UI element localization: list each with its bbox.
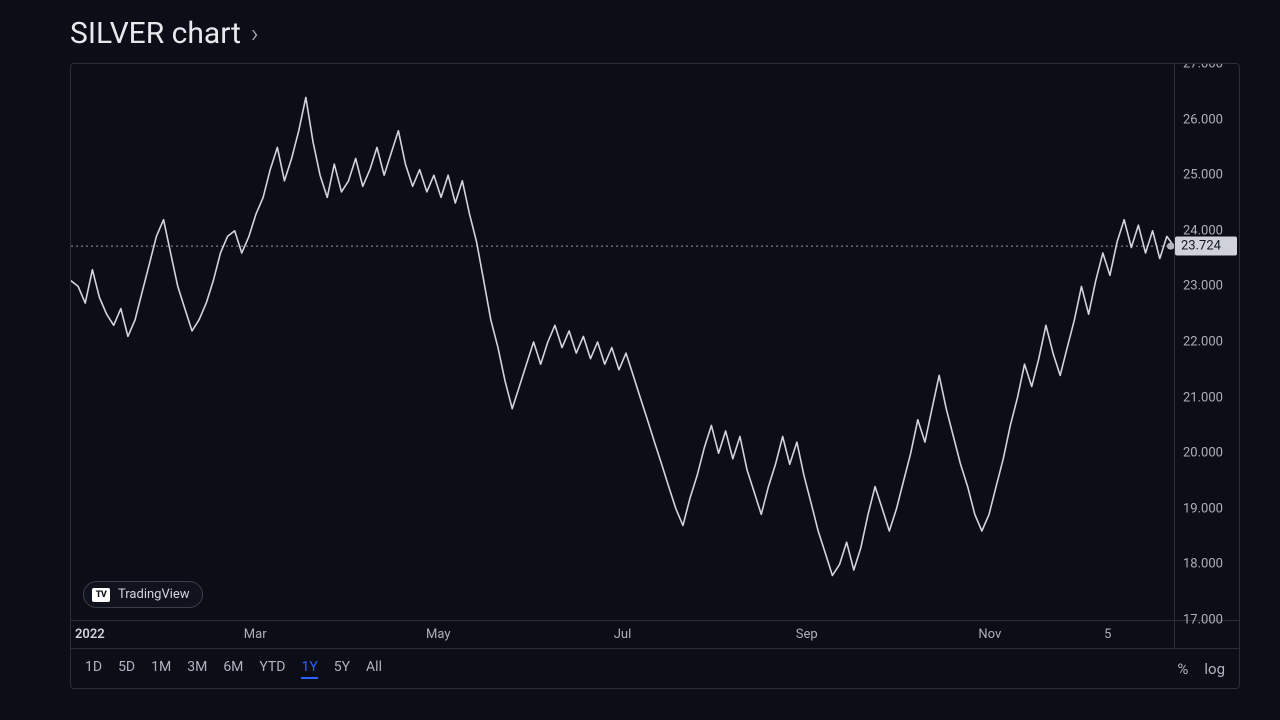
y-axis-tick: 23.000 [1183, 279, 1223, 294]
y-axis-tick: 18.000 [1183, 557, 1223, 572]
y-axis-tick: 22.000 [1183, 335, 1223, 350]
range-button-1y[interactable]: 1Y [301, 659, 317, 679]
current-price-tag: 23.724 [1175, 237, 1237, 256]
log-scale-button[interactable]: log [1204, 660, 1225, 678]
y-axis-tick: 20.000 [1183, 446, 1223, 461]
y-axis-tick: 27.000 [1183, 63, 1223, 72]
chart-toolbar: 1D 5D 1M 3M 6M YTD 1Y 5Y All % log [71, 648, 1239, 688]
y-axis-tick: 26.000 [1183, 112, 1223, 127]
range-button-6m[interactable]: 6M [223, 659, 243, 679]
x-axis[interactable]: 2022 Mar May Jul Sep Nov 5 [71, 621, 1175, 648]
range-button-3m[interactable]: 3M [187, 659, 207, 679]
scale-buttons: % log [1177, 660, 1225, 678]
chevron-right-icon: › [251, 19, 259, 49]
y-axis[interactable]: 17.00018.00019.00020.00021.00022.00023.0… [1175, 64, 1239, 620]
tradingview-label: TradingView [118, 587, 190, 602]
range-button-1d[interactable]: 1D [85, 659, 102, 679]
y-axis-tick: 17.000 [1183, 613, 1223, 628]
x-axis-tick: Sep [796, 627, 818, 642]
x-axis-tick: Jul [614, 627, 632, 642]
range-button-ytd[interactable]: YTD [259, 659, 285, 679]
range-button-1m[interactable]: 1M [151, 659, 171, 679]
chart-plot[interactable]: TV TradingView [71, 64, 1175, 620]
chart-title-row[interactable]: SILVER chart › [70, 16, 1240, 51]
range-button-5d[interactable]: 5D [118, 659, 135, 679]
x-axis-tick: May [426, 627, 450, 642]
time-range-selector: 1D 5D 1M 3M 6M YTD 1Y 5Y All [85, 659, 382, 679]
tradingview-badge[interactable]: TV TradingView [83, 581, 203, 608]
x-axis-tick: Mar [244, 627, 267, 642]
x-axis-tick: 5 [1104, 627, 1111, 642]
chart-title: SILVER chart [70, 16, 241, 51]
range-button-all[interactable]: All [366, 659, 382, 679]
y-axis-tick: 25.000 [1183, 168, 1223, 183]
y-axis-tick: 21.000 [1183, 390, 1223, 405]
chart-container: TV TradingView 17.000 18.000 19.000 20.000 2… [70, 63, 1240, 689]
x-axis-tick: 2022 [75, 627, 105, 642]
y-axis-tick: 19.000 [1183, 501, 1223, 516]
x-axis-tick: Nov [978, 627, 1001, 642]
percent-scale-button[interactable]: % [1177, 660, 1188, 678]
tradingview-logo-icon: TV [92, 588, 110, 602]
range-button-5y[interactable]: 5Y [334, 659, 350, 679]
